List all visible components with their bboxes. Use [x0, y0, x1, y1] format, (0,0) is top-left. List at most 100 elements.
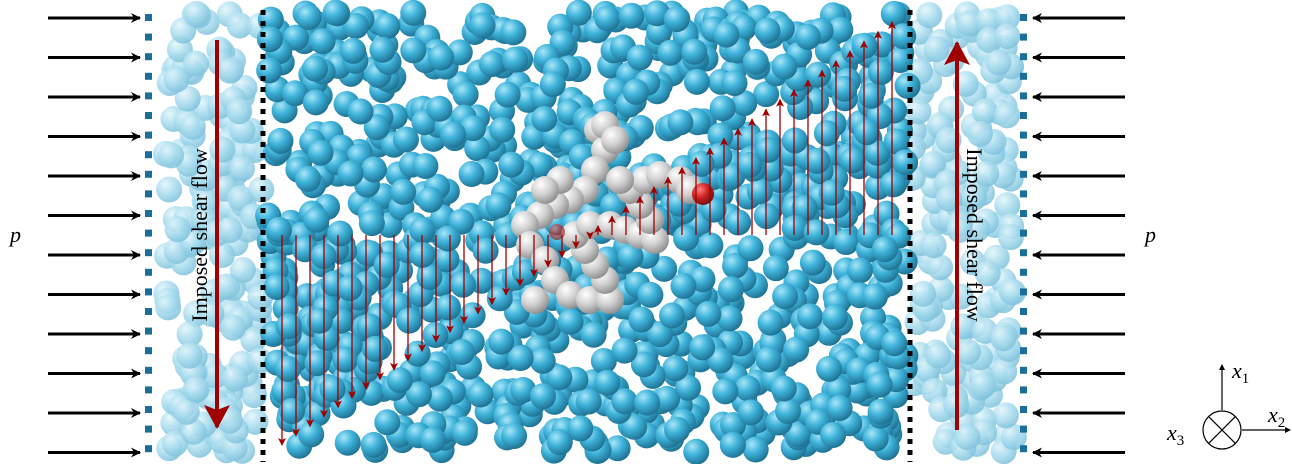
pressure-label: p [8, 222, 21, 247]
particle [396, 308, 422, 334]
wall-node [145, 171, 152, 178]
particle [158, 142, 184, 168]
axis-label: x2 [1267, 402, 1285, 431]
wall-node [145, 328, 152, 335]
particle [782, 215, 808, 241]
particle [710, 95, 736, 121]
wall-node [145, 445, 152, 452]
particle [473, 238, 499, 264]
particle [782, 127, 808, 153]
particle [435, 225, 461, 251]
particle [627, 45, 653, 71]
particle [489, 117, 515, 143]
wall-node [145, 73, 152, 80]
particle [420, 427, 446, 453]
particle [540, 71, 566, 97]
particle [335, 430, 361, 456]
flow-label: Imposed shear flow [187, 148, 212, 322]
particle [220, 315, 246, 341]
particle [594, 370, 620, 396]
particle [712, 378, 738, 404]
particle [275, 356, 301, 382]
particle [735, 375, 761, 401]
particle [612, 338, 638, 364]
particle [972, 99, 998, 125]
wall-node [145, 34, 152, 41]
particle [664, 6, 690, 32]
particle [257, 26, 283, 52]
particle [847, 257, 873, 283]
figure: Imposed shear flow Imposed shear flow p … [0, 0, 1292, 464]
wall-node [1020, 171, 1027, 178]
particle [338, 160, 364, 186]
particle [713, 22, 739, 48]
particle [304, 350, 330, 376]
particle [209, 137, 235, 163]
wall-node [145, 288, 152, 295]
particle [184, 1, 210, 27]
wall-node [1020, 406, 1027, 413]
particle [500, 19, 526, 45]
wall-node [1020, 92, 1027, 99]
particle [916, 2, 942, 28]
particle [295, 166, 321, 192]
particle [755, 137, 781, 163]
particle [662, 355, 688, 381]
particle [323, 0, 349, 26]
particle [910, 281, 936, 307]
particle [487, 285, 513, 311]
particle [868, 59, 894, 85]
chain-bead [531, 176, 559, 204]
wall-node [1020, 367, 1027, 374]
wall-node [145, 367, 152, 374]
particle [276, 313, 302, 339]
wall-node [1020, 347, 1027, 354]
particle [664, 417, 690, 443]
wall-node [1020, 112, 1027, 119]
particle [356, 313, 382, 339]
particle [337, 275, 363, 301]
particle [304, 207, 330, 233]
particle [361, 156, 387, 182]
particle [695, 301, 721, 327]
wall-node [1020, 34, 1027, 41]
particle [340, 38, 366, 64]
particle [673, 225, 699, 251]
particle [880, 171, 906, 197]
particle [530, 383, 556, 409]
particle [501, 423, 527, 449]
particle [174, 399, 200, 425]
particle [747, 178, 773, 204]
particle [820, 422, 846, 448]
wall-node [1020, 269, 1027, 276]
wall-node [145, 14, 152, 21]
particle [831, 76, 857, 102]
particle [738, 235, 764, 261]
particle [440, 122, 466, 148]
chain-bead [601, 126, 629, 154]
particle [990, 325, 1016, 351]
wall-node [145, 347, 152, 354]
particle [217, 217, 243, 243]
particle [176, 343, 202, 369]
particle [558, 309, 584, 335]
particle [892, 149, 918, 175]
particle [479, 51, 505, 77]
particle [417, 187, 443, 213]
wall-node [145, 386, 152, 393]
particle [722, 70, 748, 96]
particle [390, 179, 416, 205]
particle [485, 192, 511, 218]
particle [998, 224, 1024, 250]
wall-node [1020, 308, 1027, 315]
wall-node [1020, 426, 1027, 433]
particle [470, 12, 496, 38]
particle [618, 3, 644, 29]
particle [310, 28, 336, 54]
wall-node [1020, 14, 1027, 21]
chain-bead [606, 166, 634, 194]
particle [180, 114, 206, 140]
particle [754, 18, 780, 44]
wall-node [145, 112, 152, 119]
particle [302, 55, 328, 81]
